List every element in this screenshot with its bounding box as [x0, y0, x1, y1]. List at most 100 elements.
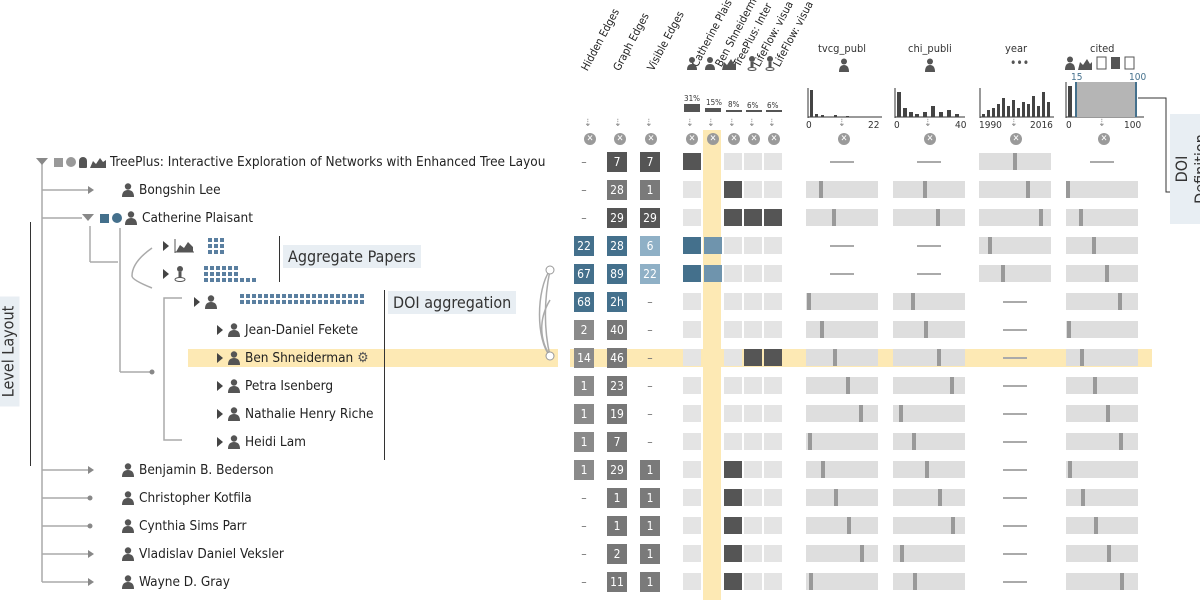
tree-node-gray[interactable]: Wayne D. Gray: [122, 572, 230, 592]
sort-icon[interactable]: ⇣: [614, 118, 622, 129]
value-mark: [1118, 293, 1122, 310]
edge-count-cell: 1: [640, 488, 660, 508]
aggregate-papers-row-1[interactable]: [163, 236, 228, 256]
edge-count-cell: 22: [640, 264, 660, 284]
remove-column-icon[interactable]: ✕: [728, 133, 740, 145]
attribute-bar: [1066, 405, 1138, 422]
membership-cell: [704, 573, 722, 590]
sort-icon[interactable]: ⇣: [584, 118, 592, 129]
attribute-bar: [979, 181, 1051, 198]
col-chi[interactable]: chi_publi: [908, 42, 952, 55]
cited-histogram[interactable]: [1064, 82, 1144, 118]
sort-icon[interactable]: ⇣: [686, 118, 694, 129]
membership-cell: [724, 265, 742, 282]
edge-count-cell: 1: [640, 180, 660, 200]
membership-cell: [764, 461, 782, 478]
tree-node-bongshin[interactable]: Bongshin Lee: [122, 180, 221, 200]
col-year[interactable]: year: [1005, 42, 1028, 55]
value-mark: [846, 377, 850, 394]
person-icon: [122, 491, 134, 505]
remove-column-icon[interactable]: ✕: [924, 133, 936, 145]
membership-cell: [744, 517, 762, 534]
doi-aggregation-row[interactable]: [194, 292, 370, 312]
attribute-bar: [806, 573, 878, 590]
empty-value-dash: [917, 161, 941, 163]
percent-ben: 15%: [706, 98, 722, 107]
tree-node-catherine[interactable]: Catherine Plaisant: [100, 208, 253, 228]
attribute-bar: [893, 349, 965, 366]
remove-column-icon[interactable]: ✕: [1010, 133, 1022, 145]
attribute-bar: [1066, 377, 1138, 394]
tree-root[interactable]: TreePlus: Interactive Exploration of Net…: [54, 152, 545, 172]
empty-value-dash: [1003, 469, 1027, 471]
attribute-bar: [1066, 153, 1138, 170]
attribute-bar: [806, 181, 878, 198]
attribute-bar: [893, 377, 965, 394]
tree-node-fekete[interactable]: Jean-Daniel Fekete: [217, 320, 358, 340]
remove-column-icon[interactable]: ✕: [614, 133, 626, 145]
tvcg-max: 22: [868, 120, 880, 131]
value-mark: [1107, 545, 1111, 562]
remove-column-icon[interactable]: ✕: [584, 133, 596, 145]
tree-node-shneiderman[interactable]: Ben Shneiderman ⚙: [217, 348, 369, 368]
membership-cell: [724, 377, 742, 394]
tree-node-lam[interactable]: Heidi Lam: [217, 432, 306, 452]
attribute-bar: [806, 461, 878, 478]
tree-node-isenberg[interactable]: Petra Isenberg: [217, 376, 333, 396]
sort-icon[interactable]: ⇣: [1098, 118, 1106, 129]
percent-bar-lifeflow-1: [746, 110, 762, 112]
remove-column-icon[interactable]: ✕: [686, 133, 698, 145]
sort-icon[interactable]: ⇣: [707, 118, 715, 129]
aggregate-papers-row-2[interactable]: [163, 264, 264, 284]
value-mark: [1080, 349, 1084, 366]
sort-icon[interactable]: ⇣: [728, 118, 736, 129]
remove-column-icon[interactable]: ✕: [645, 133, 657, 145]
remove-column-icon[interactable]: ✕: [768, 133, 780, 145]
tree-node-veksler[interactable]: Vladislav Daniel Veksler: [122, 544, 284, 564]
sort-icon[interactable]: ⇣: [924, 118, 932, 129]
attribute-bar: [893, 209, 965, 226]
sort-icon[interactable]: ⇣: [748, 118, 756, 129]
attribute-bar: [806, 265, 878, 282]
remove-column-icon[interactable]: ✕: [838, 133, 850, 145]
attribute-bar: [893, 265, 965, 282]
membership-cell: [744, 377, 762, 394]
tree-node-riche[interactable]: Nathalie Henry Riche: [217, 404, 374, 424]
chi-histogram: [894, 88, 965, 118]
remove-column-icon[interactable]: ✕: [707, 133, 719, 145]
attribute-bar: [979, 265, 1051, 282]
membership-cell: [683, 573, 701, 590]
attribute-bar: [806, 153, 878, 170]
tree-node-parr[interactable]: Cynthia Sims Parr: [122, 516, 247, 536]
value-mark: [925, 461, 929, 478]
col-tvcg[interactable]: tvcg_publ: [818, 42, 866, 55]
membership-cell: [704, 321, 722, 338]
attribute-bar: [1066, 209, 1138, 226]
remove-column-icon[interactable]: ✕: [748, 133, 760, 145]
sort-icon[interactable]: ⇣: [838, 118, 846, 129]
attribute-bar: [806, 349, 878, 366]
tree-node-bederson[interactable]: Benjamin B. Bederson: [122, 460, 274, 480]
tvcg-person-icon: [839, 58, 849, 72]
value-mark: [988, 237, 992, 254]
value-mark: [1026, 181, 1030, 198]
percent-treeplus: 8%: [728, 100, 740, 109]
sort-icon[interactable]: ⇣: [1010, 118, 1018, 129]
col-cited[interactable]: cited: [1090, 42, 1115, 55]
person-icon: [228, 351, 240, 365]
doi-aggregation-label: DOI aggregation: [388, 291, 517, 314]
sort-icon[interactable]: ⇣: [645, 118, 653, 129]
empty-value-dash: [1003, 581, 1027, 583]
membership-cell: [724, 181, 742, 198]
year-min: 1990: [979, 120, 1002, 131]
value-mark: [847, 517, 851, 534]
membership-cell: [764, 209, 782, 226]
remove-column-icon[interactable]: ✕: [1098, 133, 1110, 145]
tree-node-kotfila[interactable]: Christopher Kotfila: [122, 488, 252, 508]
sort-icon[interactable]: ⇣: [768, 118, 776, 129]
edge-count-cell: 14: [574, 348, 594, 368]
edge-count-cell: –: [581, 155, 587, 169]
membership-cell: [683, 209, 701, 226]
gear-icon[interactable]: ⚙: [357, 350, 369, 366]
cited-sel-min: 15: [1071, 72, 1083, 83]
